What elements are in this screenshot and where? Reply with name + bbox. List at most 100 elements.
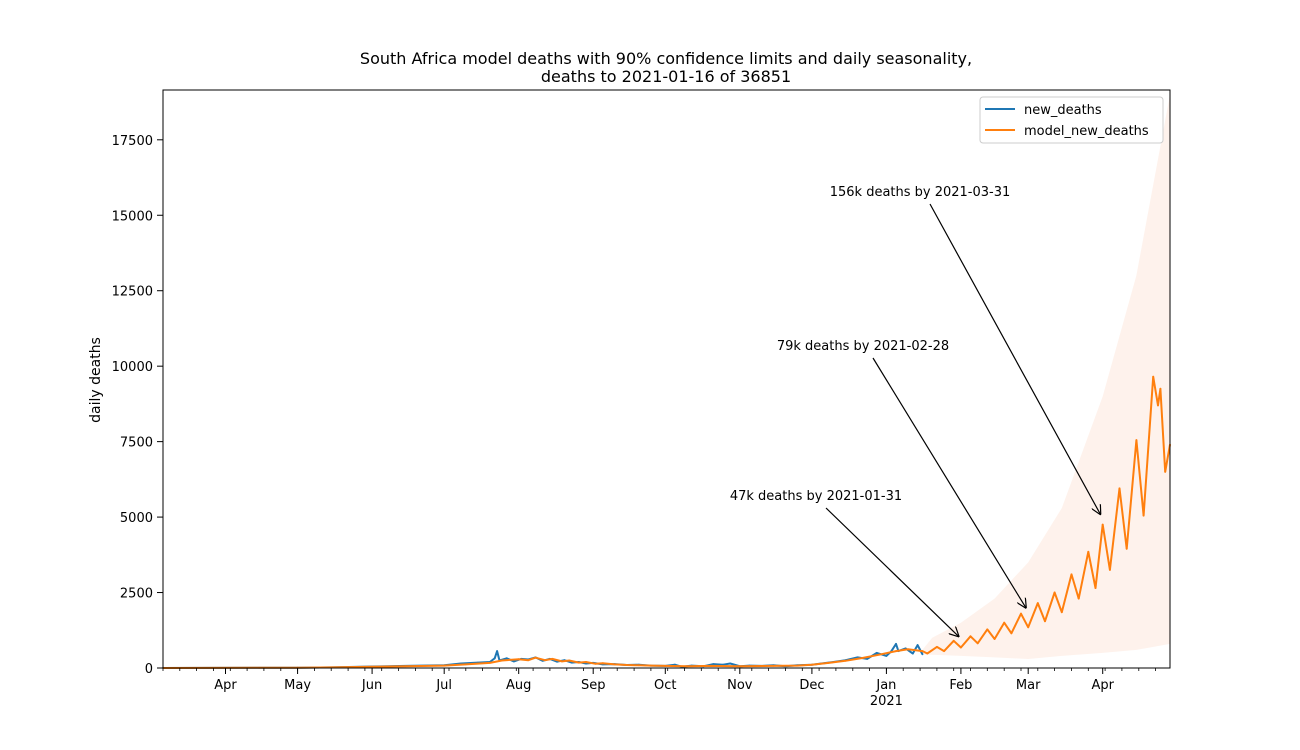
data-point-model-new-deaths (926, 652, 929, 655)
x-axis: Apr May Jun Jul Aug Sep Oct Nov Dec Jan Feb Mar Apr 2… (162, 668, 1156, 709)
data-point-model-new-deaths (827, 662, 830, 664)
data-point-model-new-deaths (796, 664, 799, 667)
data-point-new-deaths (866, 658, 869, 660)
data-point-model-new-deaths (993, 638, 996, 640)
data-point-model-new-deaths (534, 656, 537, 659)
data-point-model-new-deaths (907, 648, 909, 651)
data-point-model-new-deaths (371, 665, 373, 668)
data-point-model-new-deaths (976, 642, 979, 645)
confidence-band (922, 94, 1170, 659)
data-point-model-new-deaths (1010, 632, 1013, 635)
data-point-model-new-deaths (969, 635, 972, 638)
data-point-model-new-deaths (664, 665, 667, 667)
y-tick-label: 2500 (120, 587, 153, 602)
y-tick-label: 7500 (120, 436, 153, 451)
data-point-new-deaths (570, 661, 573, 664)
data-point-model-new-deaths (527, 659, 530, 662)
x-tick-label: Nov (727, 678, 753, 693)
data-point-model-new-deaths (501, 659, 503, 662)
x-tick-label: Sep (581, 678, 606, 693)
data-point-model-new-deaths (738, 665, 741, 668)
y-tick-label: 15000 (112, 209, 153, 224)
y-tick-label: 17500 (112, 134, 153, 149)
data-point-model-new-deaths (404, 665, 407, 668)
data-point-model-new-deaths (464, 663, 467, 666)
data-point-model-new-deaths (1003, 621, 1006, 624)
annotation-arrow (872, 357, 1026, 608)
legend: new_deaths model_new_deaths (979, 96, 1164, 144)
data-point-model-new-deaths (561, 660, 563, 663)
data-point-model-new-deaths (1118, 487, 1121, 490)
data-point-model-new-deaths (811, 663, 813, 666)
x-tick-label: May (284, 678, 311, 693)
y-tick-label: 12500 (112, 285, 153, 300)
data-point-model-new-deaths (1020, 612, 1022, 615)
x-tick-label: Jun (361, 678, 382, 693)
legend-label-new-deaths: new_deaths (1024, 103, 1102, 118)
x-tick-label: Dec (799, 678, 824, 693)
data-point-model-new-deaths (943, 650, 945, 652)
data-point-model-new-deaths (1135, 439, 1138, 441)
data-point-model-new-deaths (1094, 587, 1097, 589)
data-point-model-new-deaths (551, 658, 554, 660)
data-point-model-new-deaths (594, 662, 597, 665)
data-point-new-deaths (729, 662, 732, 665)
data-point-new-deaths (493, 657, 496, 660)
data-point-model-new-deaths (1101, 523, 1104, 526)
data-point-model-new-deaths (686, 665, 688, 668)
data-point-new-deaths (513, 660, 515, 663)
data-point-new-deaths (921, 653, 924, 656)
data-point-model-new-deaths (544, 659, 546, 662)
plot-frame (162, 89, 1171, 669)
data-point-new-deaths (885, 655, 888, 657)
y-axis-label: daily deaths (88, 337, 104, 423)
annotation-arrow (825, 507, 959, 636)
data-point-model-new-deaths (489, 662, 491, 664)
data-point-new-deaths (875, 652, 878, 654)
x-tick-label: Mar (1016, 678, 1041, 693)
y-tick-label: 10000 (112, 360, 153, 375)
data-point-model-new-deaths (936, 646, 938, 648)
data-point-new-deaths (712, 663, 715, 665)
y-tick-label: 5000 (120, 511, 153, 526)
x-tick-label: Apr (1091, 678, 1114, 693)
data-point-model-new-deaths (921, 650, 924, 652)
data-point-model-new-deaths (1027, 626, 1030, 629)
data-point-new-deaths (496, 650, 498, 652)
data-point-model-new-deaths (1087, 550, 1090, 553)
data-point-model-new-deaths (895, 650, 897, 652)
annotation-label: 79k deaths by 2021-02-28 (777, 339, 949, 354)
x-tick-label: Aug (506, 678, 531, 693)
data-point-model-new-deaths (986, 628, 989, 631)
data-point-model-new-deaths (952, 639, 955, 642)
data-point-model-new-deaths (1164, 470, 1167, 473)
data-point-model-new-deaths (577, 661, 580, 664)
data-point-model-new-deaths (861, 657, 864, 659)
chart-title-line-1: South Africa model deaths with 90% confi… (360, 49, 972, 68)
data-point-model-new-deaths (1070, 573, 1073, 576)
data-point-model-new-deaths (650, 664, 652, 667)
data-point-model-new-deaths (1152, 375, 1155, 378)
x-tick-label: Jul (435, 678, 452, 693)
x-tick-label: Oct (654, 678, 676, 693)
data-point-model-new-deaths (1142, 514, 1145, 517)
data-point-model-new-deaths (1077, 597, 1080, 600)
x-tick-label: Feb (949, 678, 972, 693)
x-tick-label: Jan (875, 678, 896, 693)
data-point-model-new-deaths (878, 653, 881, 656)
data-point-model-new-deaths (1125, 547, 1128, 550)
data-point-new-deaths (911, 652, 914, 655)
data-point-model-new-deaths (710, 665, 712, 667)
data-point-model-new-deaths (568, 659, 571, 662)
data-point-model-new-deaths (1159, 387, 1162, 390)
data-point-model-new-deaths (585, 661, 587, 663)
x-tick-label: Apr (214, 678, 237, 693)
data-point-model-new-deaths (1157, 404, 1159, 407)
data-point-new-deaths (916, 644, 919, 646)
data-point-model-new-deaths (1053, 591, 1056, 594)
data-point-model-new-deaths (844, 659, 847, 662)
data-point-model-new-deaths (443, 664, 446, 667)
data-point-model-new-deaths (772, 665, 775, 667)
annotation-arrow (929, 203, 1100, 514)
